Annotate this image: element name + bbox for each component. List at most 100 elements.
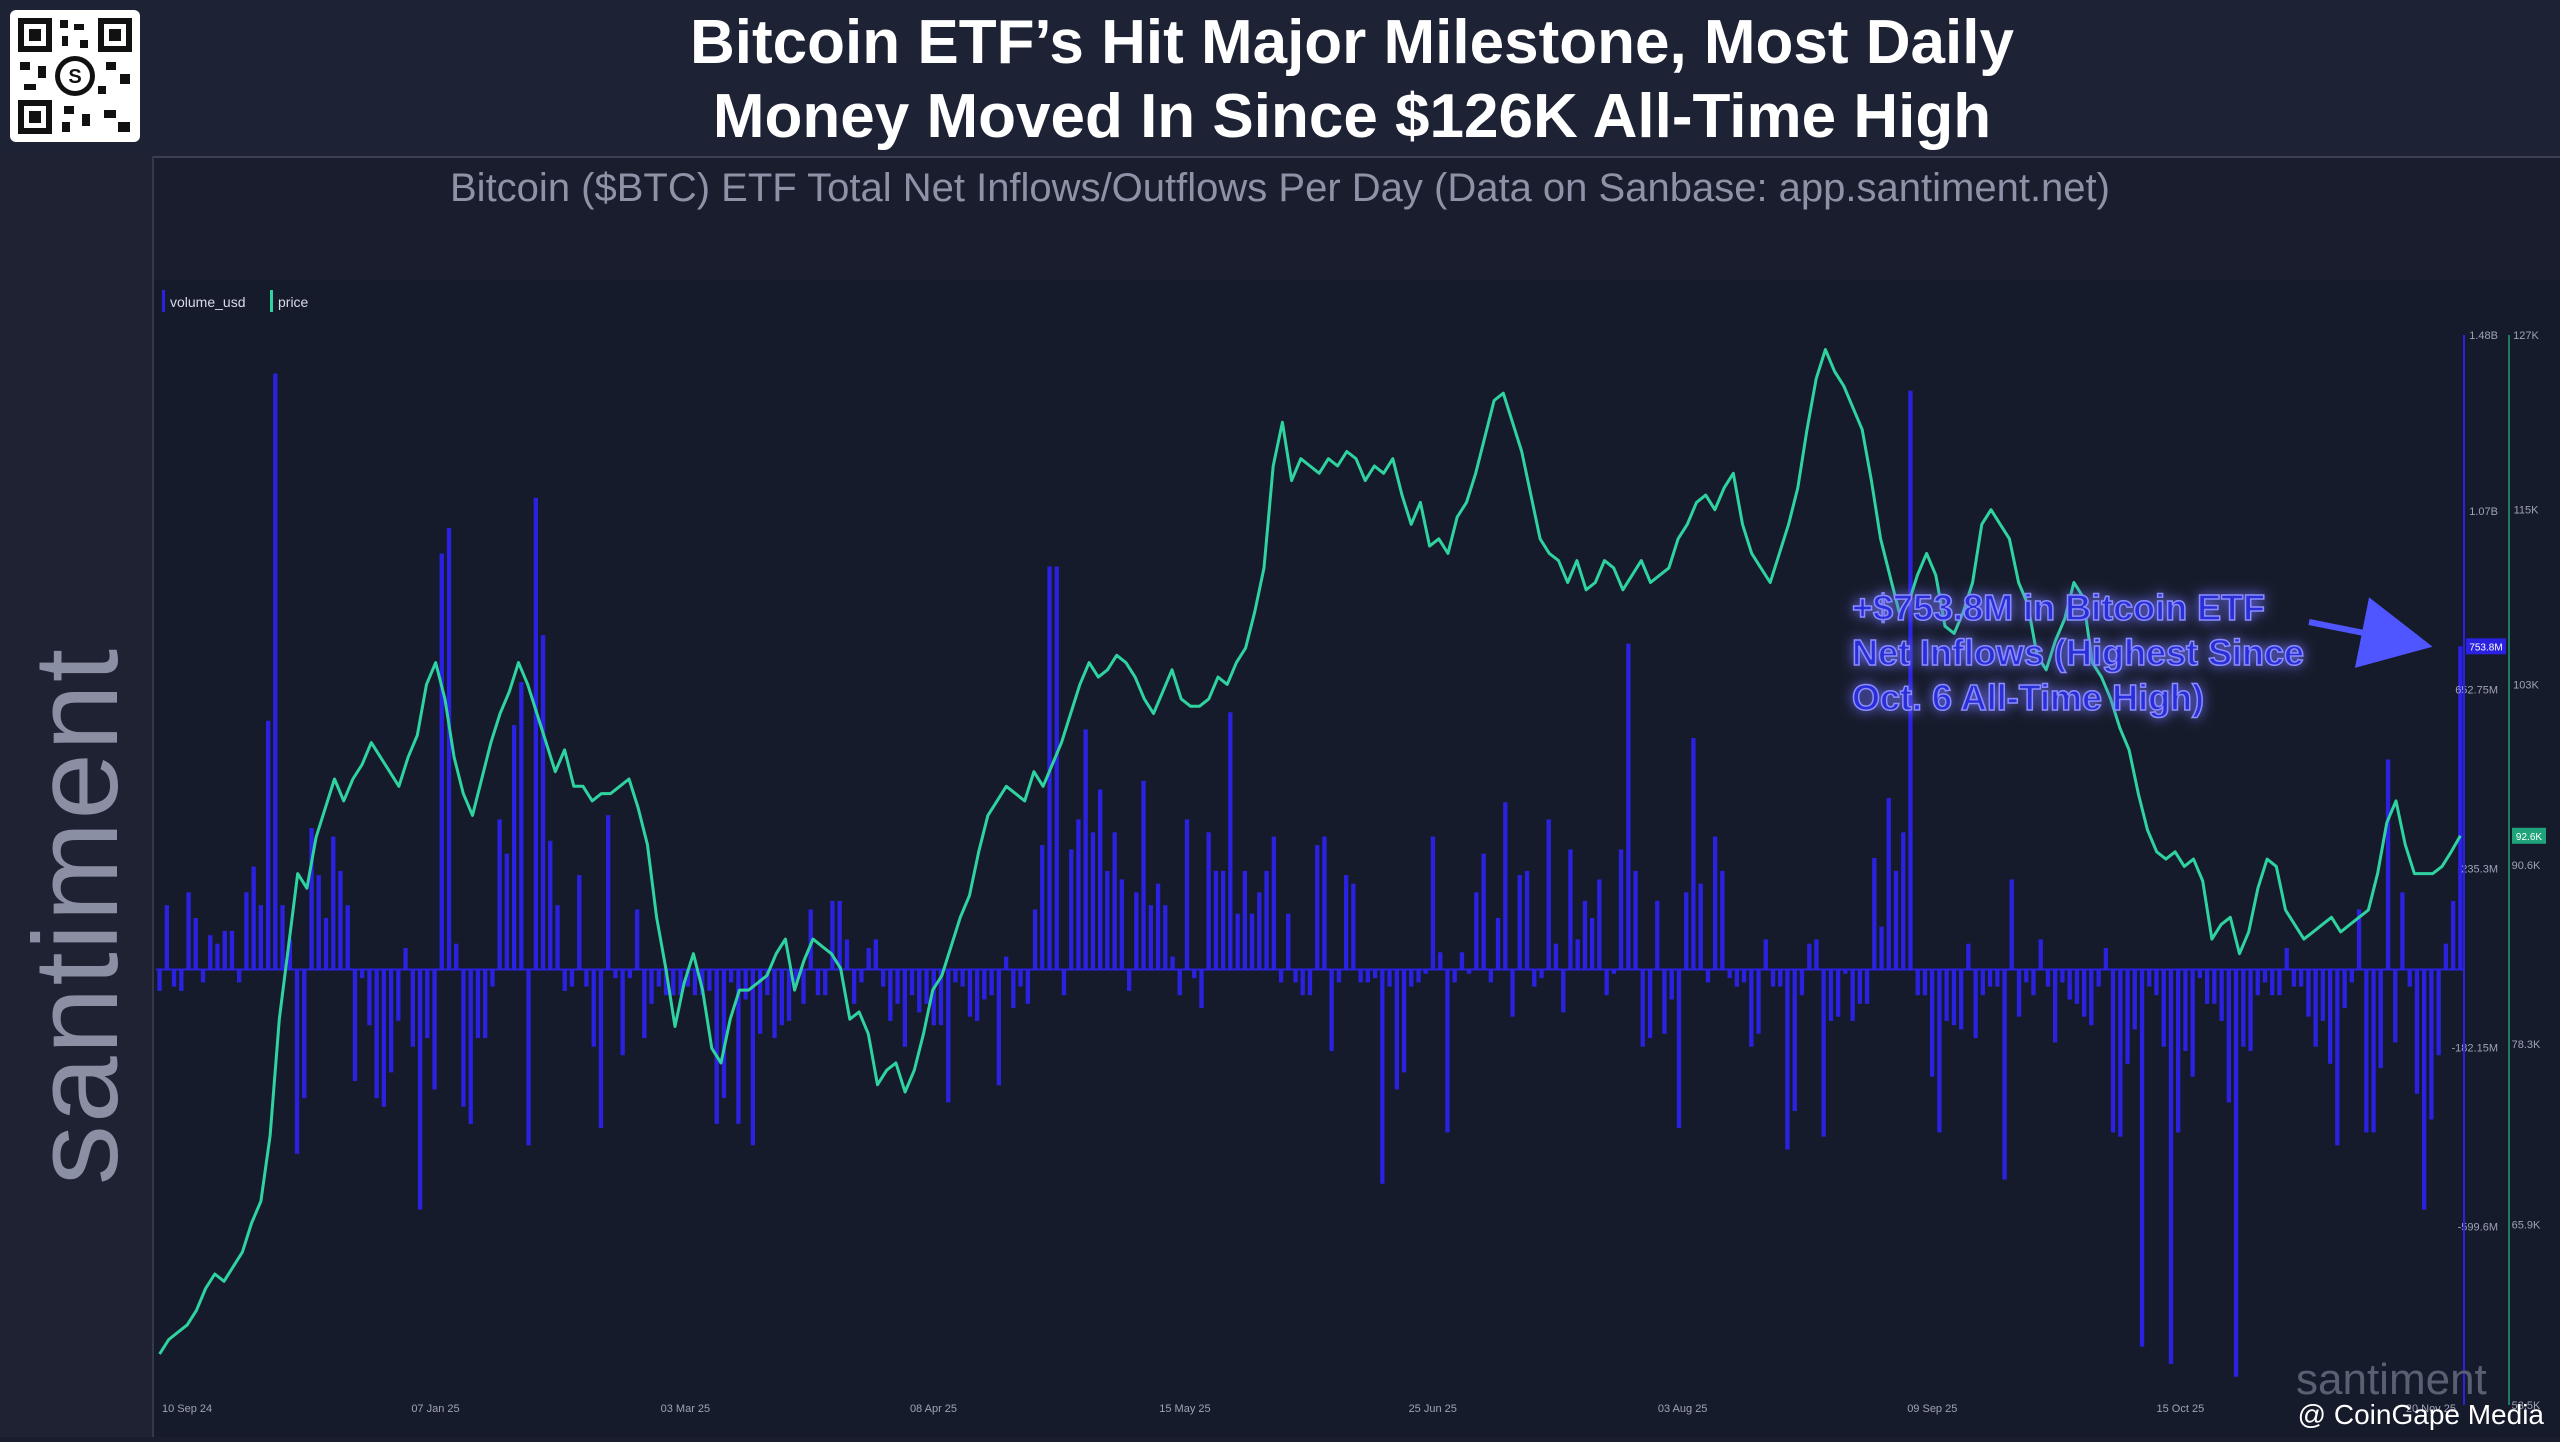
volume-bar [2125, 969, 2130, 1064]
volume-bar [1278, 969, 1284, 983]
volume-bar [1546, 819, 1551, 970]
qr-code-graphic: S [18, 18, 132, 134]
volume-bar [1561, 969, 1566, 1013]
volume-bar [750, 969, 755, 1146]
volume-bar [2429, 969, 2434, 1120]
volume-bars [157, 373, 2463, 1377]
volume-bar [345, 905, 350, 970]
volume-bar [1467, 969, 1472, 974]
x-tick-label: 25 Jun 25 [1409, 1403, 1457, 1415]
annotation: +$753.8M in Bitcoin ETF Net Inflows (Hig… [1851, 586, 2433, 719]
volume-bar [808, 909, 813, 970]
volume-bar [1213, 870, 1219, 970]
volume-bar [1662, 969, 1667, 1034]
volume-bar [577, 875, 582, 970]
volume-bar [1127, 969, 1132, 991]
volume-bar [2161, 969, 2166, 1047]
volume-bar [1633, 870, 1638, 970]
volume-bar [1076, 819, 1081, 970]
x-tick-label: 07 Jan 25 [411, 1403, 459, 1415]
x-tick-label: 03 Aug 25 [1658, 1403, 1708, 1415]
volume-bar [2031, 969, 2036, 996]
volume-bar [1843, 969, 1848, 974]
annotation-line-2: Net Inflows (Highest Since [1852, 632, 2304, 673]
volume-bar [678, 969, 683, 996]
volume-bar [1684, 892, 1689, 970]
volume-bar [1770, 969, 1776, 987]
volume-bar [1901, 832, 1906, 970]
volume-bar [229, 930, 235, 970]
volume-bar [338, 870, 343, 970]
volume-bar [1090, 832, 1096, 970]
volume-bar [996, 969, 1001, 1086]
volume-bar [2277, 969, 2282, 996]
volume-bar [2016, 969, 2022, 1017]
y-left-tick-label: 1.07B [2469, 506, 2498, 518]
volume-bar [649, 969, 654, 1004]
volume-bar [1192, 969, 1197, 979]
volume-bar [222, 930, 227, 970]
current-volume-badge [2466, 638, 2506, 655]
y-right-tick-label: 65.9K [2512, 1219, 2541, 1231]
volume-bar [1199, 969, 1204, 1009]
volume-bar [425, 969, 430, 1039]
volume-bar [1242, 870, 1247, 970]
volume-bar [736, 969, 741, 1124]
volume-bar [1575, 939, 1580, 970]
volume-bar [1286, 913, 1291, 970]
volume-bar [692, 969, 698, 996]
volume-bar [700, 969, 705, 996]
volume-bar [2284, 948, 2289, 970]
volume-bar [1358, 969, 1363, 983]
volume-bar [2291, 969, 2297, 987]
volume-bar [1025, 969, 1030, 1004]
volume-bar [953, 969, 958, 983]
volume-bar [1857, 969, 1862, 1004]
volume-bar [2364, 969, 2369, 1133]
volume-bar [1235, 913, 1240, 970]
volume-bar [779, 969, 784, 1026]
volume-bar [374, 969, 379, 1099]
volume-bar [2147, 969, 2152, 987]
volume-bar [200, 969, 206, 983]
volume-bar [504, 853, 509, 970]
legend-swatch-volume [162, 290, 165, 312]
volume-bar [1351, 883, 1356, 970]
legend-swatch-price [270, 290, 273, 312]
volume-bar [1481, 853, 1486, 970]
volume-bar [1590, 918, 1595, 970]
volume-bar [2320, 969, 2325, 1021]
volume-bar [1691, 738, 1696, 970]
volume-bar [909, 969, 915, 996]
volume-bar [2458, 646, 2463, 970]
legend-volume: volume_usd [170, 294, 246, 310]
volume-bar [1792, 969, 1797, 1111]
volume-bar [287, 939, 292, 970]
volume-bar [606, 815, 611, 970]
volume-bar [794, 969, 799, 983]
volume-bar [1676, 969, 1682, 1129]
volume-bar [2400, 892, 2405, 970]
volume-bar [1582, 900, 1588, 970]
volume-bar [2110, 969, 2116, 1133]
y-right-tick-label: 103K [2513, 679, 2539, 691]
qr-code: S [10, 10, 140, 142]
volume-bar [352, 969, 358, 1081]
volume-bar [2103, 948, 2108, 970]
volume-bar [1553, 943, 1559, 970]
volume-bar [2132, 969, 2137, 1030]
volume-bar [258, 905, 263, 970]
x-tick-label: 15 Oct 25 [2157, 1403, 2205, 1415]
brand-logo-text: santiment [9, 646, 143, 1186]
volume-bar [540, 635, 546, 970]
volume-bar [1872, 858, 1877, 970]
volume-bar [2299, 969, 2304, 987]
volume-bar [946, 969, 951, 1103]
current-price-label: 92.6K [2516, 832, 2542, 843]
volume-bar [2190, 969, 2195, 1077]
volume-bar [1445, 969, 1450, 1133]
volume-bar [475, 969, 481, 1039]
volume-bar [1112, 832, 1117, 970]
volume-bar [1155, 883, 1161, 970]
volume-bar [1879, 926, 1884, 970]
